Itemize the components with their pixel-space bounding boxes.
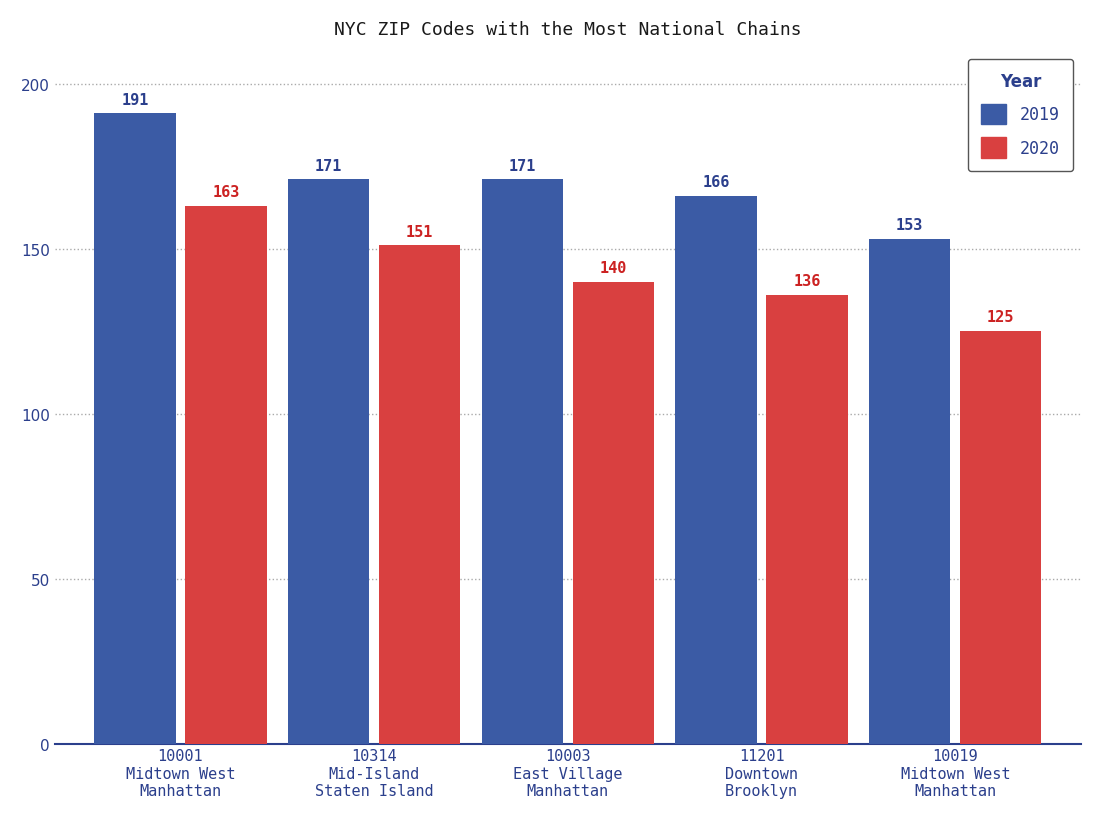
- Text: 171: 171: [315, 158, 343, 174]
- Bar: [766, 296, 847, 744]
- Bar: [482, 180, 563, 744]
- Legend: 2019, 2020: 2019, 2020: [968, 60, 1073, 172]
- Bar: [288, 180, 369, 744]
- Bar: [379, 246, 461, 744]
- Text: 125: 125: [987, 310, 1015, 325]
- Text: 151: 151: [406, 224, 433, 239]
- Text: 171: 171: [509, 158, 536, 174]
- Bar: [573, 283, 655, 744]
- Text: 163: 163: [213, 185, 239, 200]
- Text: 136: 136: [793, 274, 821, 289]
- Bar: [95, 114, 175, 744]
- Text: 140: 140: [599, 260, 627, 275]
- Bar: [960, 332, 1041, 744]
- Bar: [676, 197, 757, 744]
- Bar: [185, 206, 267, 744]
- Text: 166: 166: [702, 175, 730, 190]
- Title: NYC ZIP Codes with the Most National Chains: NYC ZIP Codes with the Most National Cha…: [334, 20, 801, 38]
- Text: 153: 153: [896, 218, 923, 233]
- Text: 191: 191: [121, 93, 149, 107]
- Bar: [869, 239, 950, 744]
